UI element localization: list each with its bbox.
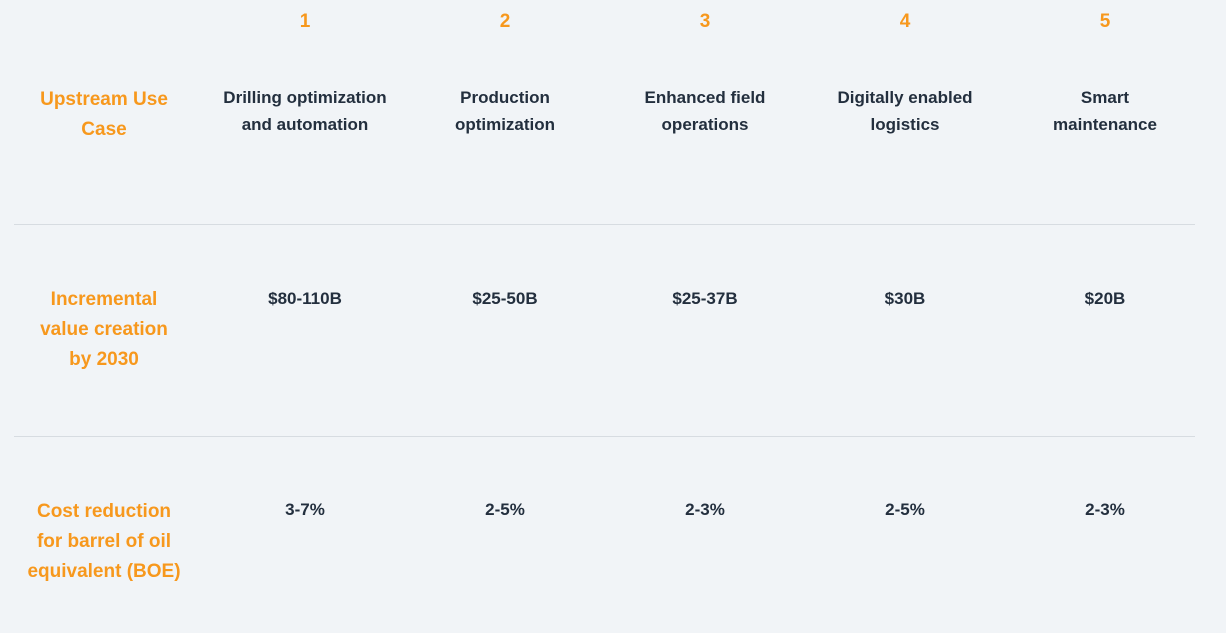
column-number-1: 1 (299, 11, 311, 32)
row-label-incremental-value: Incremental value creation by 2030 (40, 289, 168, 370)
column-number-2: 2 (499, 11, 511, 32)
row-divider-2 (14, 436, 1195, 437)
value-cell-production: $25-50B (472, 289, 538, 308)
column-header-digital-logistics: Digitally enabled logistics (837, 88, 973, 134)
column-header-enhanced-field: Enhanced field operations (644, 88, 766, 134)
row-label-upstream-use-case: Upstream Use Case (40, 89, 168, 140)
cost-cell-enhanced-field: 2-3% (685, 500, 725, 519)
cost-cell-smart-maintenance: 2-3% (1085, 500, 1125, 519)
value-cell-digital-logistics: $30B (884, 289, 926, 308)
value-cell-smart-maintenance: $20B (1084, 289, 1126, 308)
column-header-production: Production optimization (454, 88, 556, 134)
column-header-smart-maintenance: Smart maintenance (1053, 88, 1157, 134)
cost-cell-production: 2-5% (485, 500, 525, 519)
value-cell-enhanced-field: $25-37B (672, 289, 738, 308)
column-header-drilling: Drilling optimization and automation (223, 88, 387, 134)
value-cell-drilling: $80-110B (268, 289, 342, 308)
column-number-4: 4 (899, 11, 911, 32)
cost-cell-drilling: 3-7% (285, 500, 325, 519)
column-number-3: 3 (699, 11, 711, 32)
row-divider-1 (14, 224, 1195, 225)
cost-cell-digital-logistics: 2-5% (885, 500, 925, 519)
row-label-cost-reduction: Cost reduction for barrel of oil equival… (27, 501, 181, 582)
column-number-5: 5 (1099, 11, 1111, 32)
